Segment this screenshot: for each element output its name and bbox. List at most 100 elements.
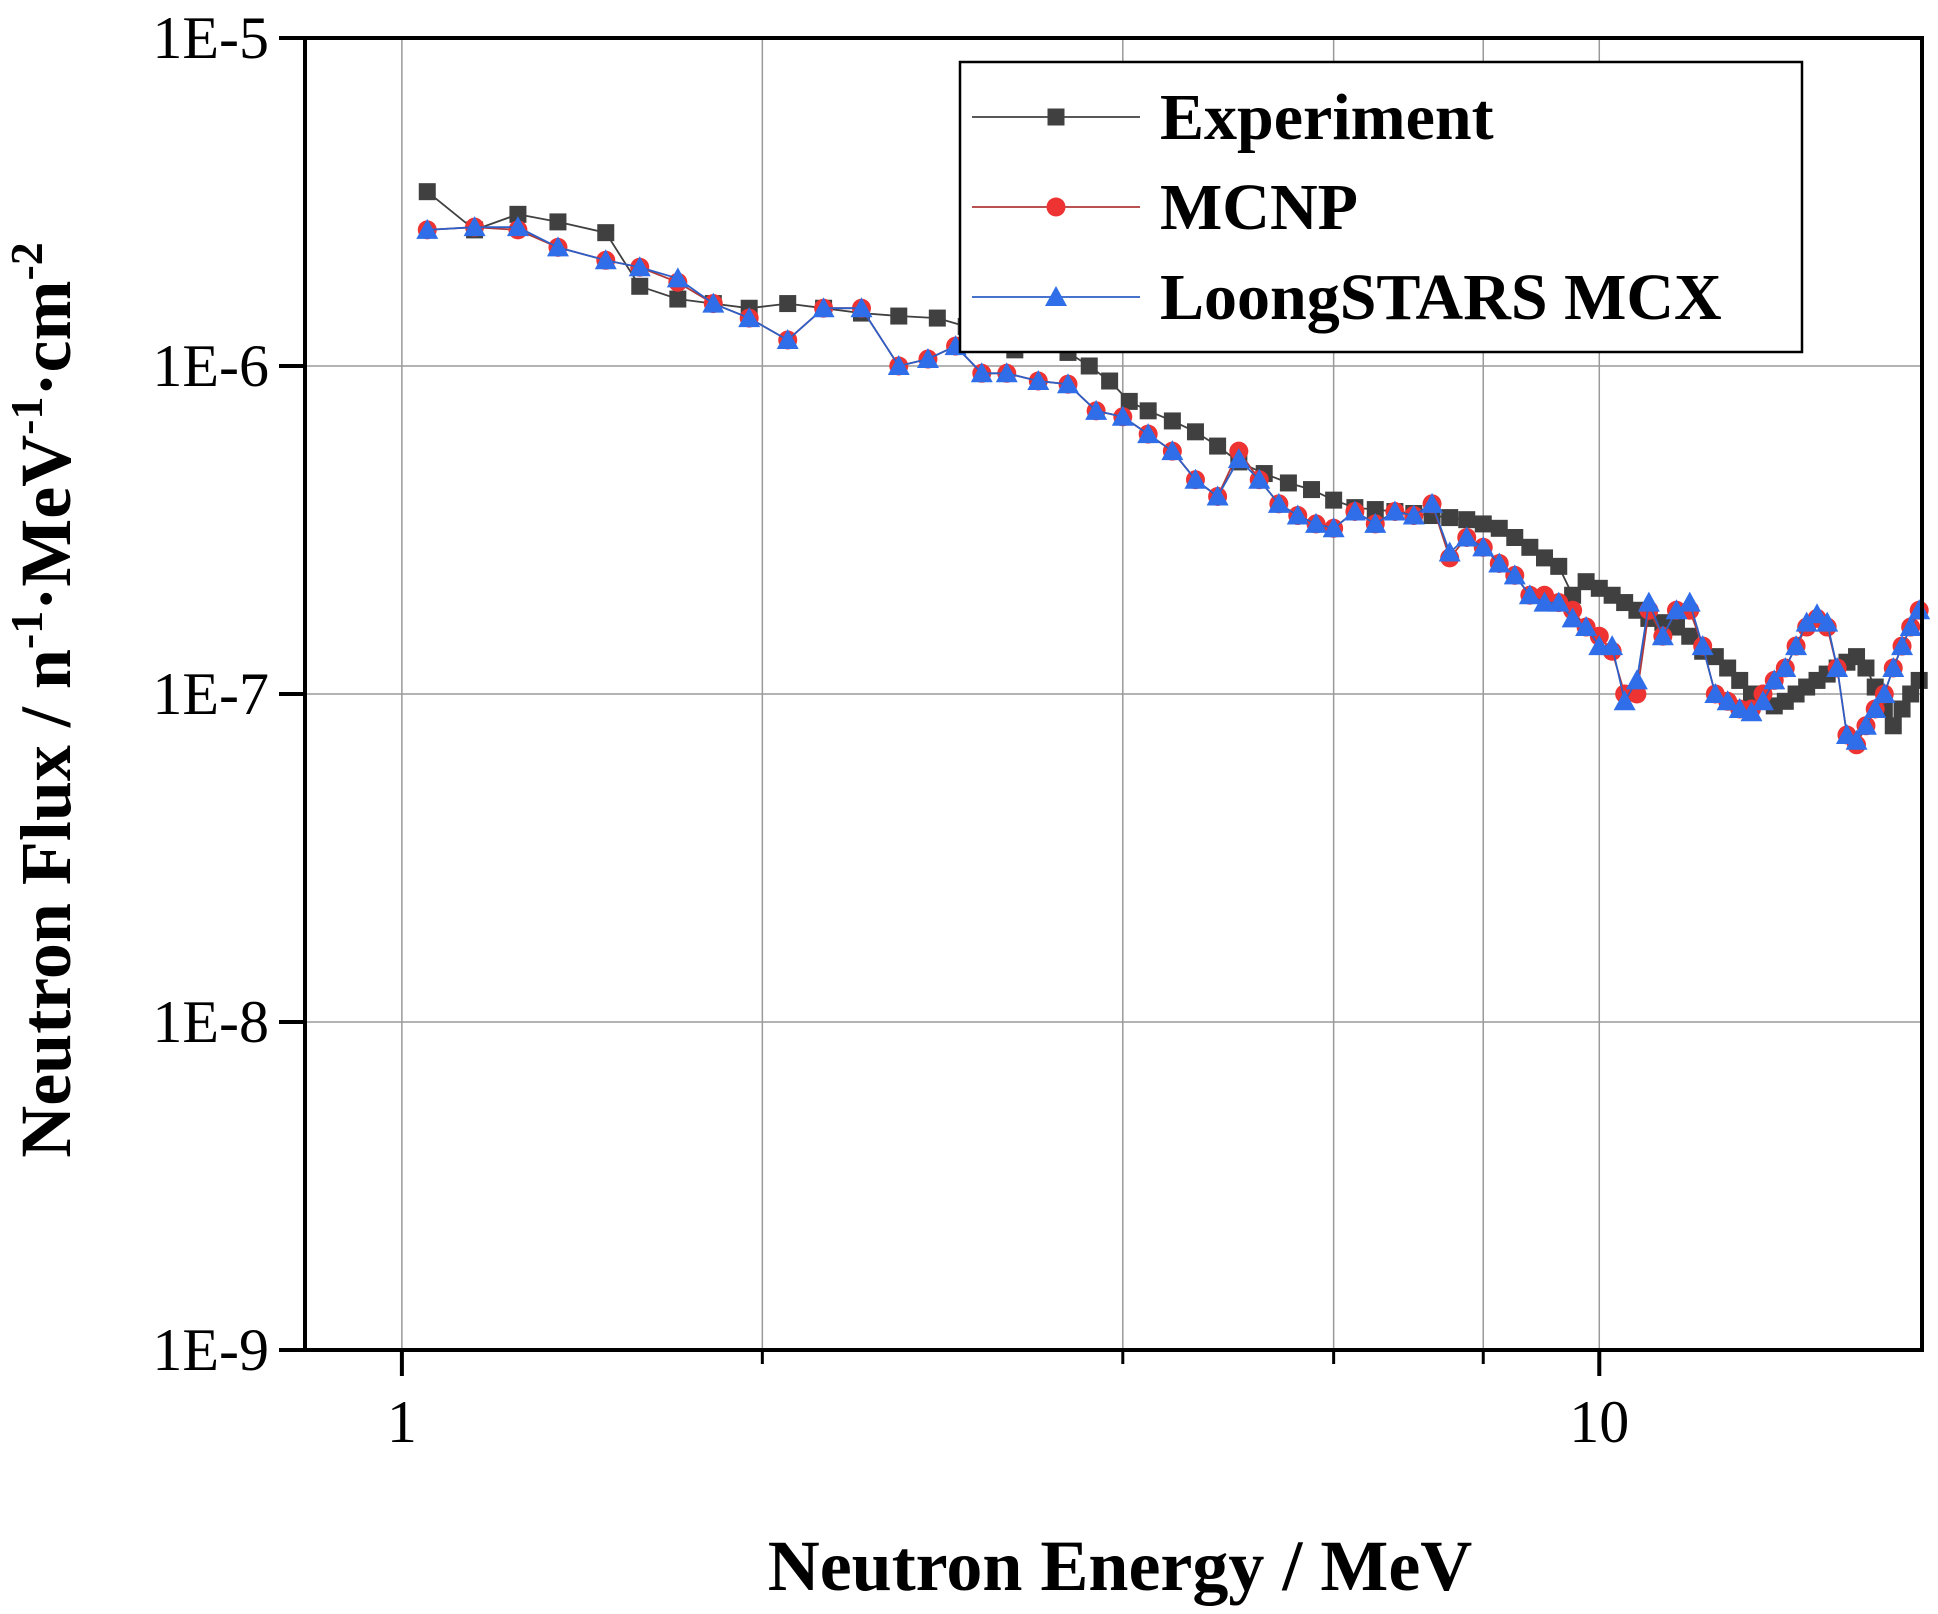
data-point xyxy=(546,236,569,257)
data-point xyxy=(1161,440,1184,461)
y-tick-label: 1E-6 xyxy=(152,333,269,399)
data-point xyxy=(1740,701,1763,722)
data-point xyxy=(1864,698,1887,719)
data-point xyxy=(970,362,993,383)
data-point xyxy=(418,183,436,201)
data-point xyxy=(1027,370,1050,391)
data-point xyxy=(1902,685,1920,703)
data-point xyxy=(1854,714,1877,735)
data-point xyxy=(916,348,939,369)
data-point xyxy=(1186,423,1204,441)
x-axis-title: Neutron Energy / MeV xyxy=(768,1526,1473,1606)
data-point xyxy=(1665,599,1688,620)
data-point xyxy=(1590,579,1608,597)
data-point xyxy=(1667,618,1685,636)
data-point xyxy=(597,224,615,242)
data-point xyxy=(1795,611,1818,632)
legend-marker xyxy=(1046,197,1066,217)
data-point xyxy=(1533,591,1556,612)
data-point xyxy=(776,329,799,350)
data-point xyxy=(1206,485,1229,506)
y-tick-label: 1E-9 xyxy=(152,1317,269,1383)
data-point xyxy=(1575,616,1598,637)
data-point xyxy=(1322,517,1345,538)
data-point xyxy=(1506,529,1524,547)
data-point xyxy=(549,213,567,231)
data-point xyxy=(1601,635,1624,656)
data-point xyxy=(1731,671,1749,689)
legend-label: LoongSTARS MCX xyxy=(1160,261,1722,334)
series-loongstars-mcx xyxy=(416,216,1931,750)
legend: Experiment MCNP LoongSTARS MCX xyxy=(958,60,1804,354)
data-point xyxy=(594,249,617,270)
data-point xyxy=(1678,591,1701,612)
data-point xyxy=(1774,657,1797,678)
data-point xyxy=(702,292,725,313)
data-point xyxy=(1613,690,1636,711)
series-layer xyxy=(416,183,1931,755)
y-axis-title-sup3: -2 xyxy=(1,242,52,280)
data-point xyxy=(1472,536,1495,557)
data-point xyxy=(1305,512,1328,533)
data-point xyxy=(1458,511,1476,529)
x-tick-label: 1 xyxy=(387,1389,417,1455)
data-point xyxy=(1184,468,1207,489)
data-point xyxy=(1490,519,1508,537)
data-point xyxy=(1303,481,1321,499)
data-point xyxy=(1279,474,1297,492)
data-point xyxy=(1343,500,1366,521)
data-point xyxy=(1503,564,1526,585)
data-point xyxy=(506,216,529,237)
y-axis-title: Neutron Flux / n-1·MeV-1·cm-2 xyxy=(1,242,86,1158)
data-point xyxy=(850,297,873,318)
data-point xyxy=(1845,729,1868,750)
data-point xyxy=(1751,690,1774,711)
data-point xyxy=(1561,607,1584,628)
data-point xyxy=(1857,659,1875,677)
data-point xyxy=(1383,500,1406,521)
data-point xyxy=(1518,584,1541,605)
data-point xyxy=(1163,412,1181,430)
data-point xyxy=(1085,399,1108,420)
data-point xyxy=(666,267,689,288)
y-axis-title-mid: ·MeV xyxy=(6,435,86,611)
data-point xyxy=(1137,423,1160,444)
data-point xyxy=(1681,627,1699,645)
data-point xyxy=(1057,373,1080,394)
data-point xyxy=(928,309,946,327)
data-point xyxy=(1402,504,1425,525)
data-point xyxy=(463,216,486,237)
data-point xyxy=(779,295,797,313)
data-point xyxy=(890,307,908,325)
data-point xyxy=(1806,603,1829,624)
y-tick-label: 1E-8 xyxy=(152,989,269,1055)
y-tick-label: 1E-7 xyxy=(152,661,269,727)
data-point xyxy=(1438,541,1461,562)
data-point xyxy=(1550,557,1568,575)
data-point xyxy=(812,297,835,318)
data-point xyxy=(1763,669,1786,690)
data-point xyxy=(1785,635,1808,656)
data-point xyxy=(1577,573,1595,591)
data-point xyxy=(738,307,761,328)
y-axis-title-sup2: -1 xyxy=(1,396,52,434)
data-point xyxy=(1441,509,1459,527)
legend-label: Experiment xyxy=(1160,81,1494,154)
data-point xyxy=(1286,504,1309,525)
data-point xyxy=(1908,599,1931,620)
data-point xyxy=(669,290,687,308)
data-point xyxy=(1882,657,1905,678)
data-point xyxy=(1120,392,1138,410)
legend-marker xyxy=(1047,108,1065,126)
data-point xyxy=(1248,468,1271,489)
legend-label: MCNP xyxy=(1160,171,1358,244)
data-point xyxy=(1873,683,1896,703)
data-point xyxy=(1691,635,1714,656)
data-point xyxy=(1227,448,1250,469)
data-point xyxy=(995,362,1018,383)
data-point xyxy=(1139,402,1157,420)
data-point xyxy=(631,277,649,295)
data-point xyxy=(1651,625,1674,646)
